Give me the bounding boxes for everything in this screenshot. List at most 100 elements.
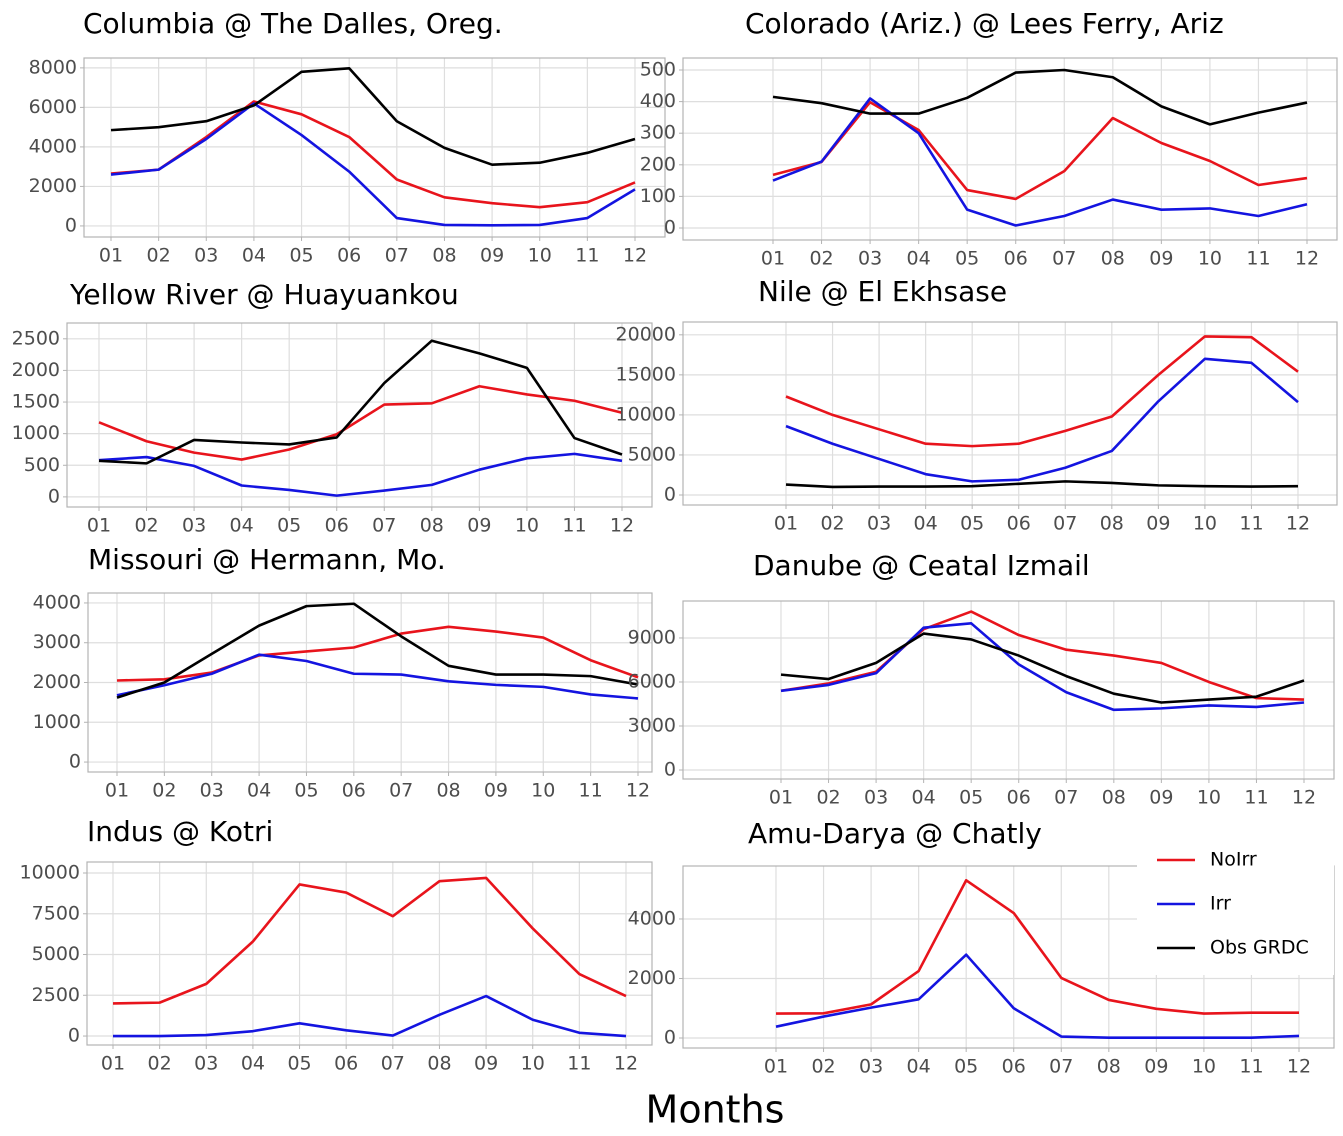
x-tick-label: 03: [194, 245, 218, 267]
series-line: [98, 339, 623, 465]
series-line: [780, 621, 1305, 712]
x-tick-label: 03: [859, 1056, 883, 1078]
y-tick-label: 2000: [12, 359, 60, 381]
chart-title: Amu-Darya @ Chatly: [748, 817, 1042, 850]
x-tick-label: 04: [242, 245, 266, 267]
x-tick-label: 05: [287, 1053, 311, 1075]
x-tick-label: 08: [432, 245, 456, 267]
series-line: [116, 653, 639, 700]
y-tick-label: 3000: [628, 714, 676, 736]
x-tick-label: 10: [1197, 787, 1221, 809]
x-tick-label: 08: [1101, 248, 1125, 270]
y-tick-label: 5000: [32, 943, 80, 965]
x-tick-label: 01: [99, 245, 123, 267]
series-line: [772, 97, 1308, 227]
x-tick-label: 08: [420, 515, 444, 537]
x-tick-label: 09: [484, 780, 508, 802]
y-tick-label: 10000: [20, 862, 80, 884]
x-tick-label: 11: [1246, 248, 1270, 270]
x-tick-label: 02: [809, 248, 833, 270]
y-tick-label: 1500: [12, 391, 60, 413]
x-tick-label: 03: [867, 513, 891, 535]
y-tick-label: 0: [65, 214, 77, 236]
x-tick-label: 01: [774, 513, 798, 535]
x-tick-label: 12: [1287, 1056, 1311, 1078]
x-tick-label: 12: [623, 245, 647, 267]
y-tick-label: 200: [640, 153, 676, 175]
x-tick-label: 03: [200, 780, 224, 802]
panel-border: [66, 322, 653, 508]
y-tick-label: 20000: [616, 323, 676, 345]
x-tick-label: 11: [1239, 1056, 1263, 1078]
x-tick-label: 04: [230, 515, 254, 537]
chart-title: Yellow River @ Huayuankou: [69, 278, 459, 311]
series-line: [116, 625, 639, 682]
y-tick-label: 0: [664, 216, 676, 238]
x-tick-label: 07: [381, 1053, 405, 1075]
y-tick-label: 2500: [32, 984, 80, 1006]
x-axis-title: Months: [646, 1088, 785, 1132]
x-tick-label: 02: [148, 1053, 172, 1075]
x-tick-label: 10: [521, 1053, 545, 1075]
x-tick-label: 06: [1007, 787, 1031, 809]
y-tick-label: 0: [664, 483, 676, 505]
x-tick-label: 03: [864, 787, 888, 809]
x-tick-label: 08: [427, 1053, 451, 1075]
y-tick-label: 2000: [628, 967, 676, 989]
x-tick-label: 11: [562, 515, 586, 537]
series-line: [116, 602, 639, 699]
x-tick-label: 04: [241, 1053, 265, 1075]
x-tick-label: 04: [247, 780, 271, 802]
x-tick-label: 06: [342, 780, 366, 802]
y-tick-label: 4000: [29, 135, 77, 157]
y-tick-label: 2000: [29, 175, 77, 197]
x-tick-label: 12: [1295, 248, 1319, 270]
y-tick-label: 100: [640, 185, 676, 207]
series-line: [110, 100, 636, 209]
x-tick-label: 09: [1149, 248, 1173, 270]
series-line: [110, 66, 636, 166]
x-tick-label: 12: [1286, 513, 1310, 535]
y-tick-label: 500: [24, 454, 60, 476]
x-tick-label: 09: [1149, 787, 1173, 809]
x-tick-label: 04: [907, 1056, 931, 1078]
x-tick-label: 05: [277, 515, 301, 537]
x-tick-label: 08: [1097, 1056, 1121, 1078]
x-tick-label: 01: [764, 1056, 788, 1078]
x-tick-label: 09: [1146, 513, 1170, 535]
x-tick-label: 06: [334, 1053, 358, 1075]
x-tick-label: 05: [955, 248, 979, 270]
x-tick-label: 07: [1053, 513, 1077, 535]
x-tick-label: 04: [914, 513, 938, 535]
panel-border: [83, 57, 666, 238]
y-tick-label: 9000: [628, 626, 676, 648]
y-tick-label: 2500: [12, 327, 60, 349]
y-tick-label: 8000: [29, 56, 77, 78]
series-line: [780, 610, 1305, 701]
x-tick-label: 01: [105, 780, 129, 802]
chart-title: Missouri @ Hermann, Mo.: [88, 543, 446, 576]
x-tick-label: 07: [1054, 787, 1078, 809]
y-tick-label: 0: [48, 485, 60, 507]
panel-border: [87, 592, 653, 773]
x-tick-label: 07: [385, 245, 409, 267]
series-line: [112, 876, 627, 1005]
x-tick-label: 05: [959, 787, 983, 809]
y-tick-label: 400: [640, 90, 676, 112]
x-tick-label: 12: [626, 780, 650, 802]
y-tick-label: 3000: [33, 631, 81, 653]
x-tick-label: 12: [610, 515, 634, 537]
panel-border: [682, 600, 1335, 780]
x-tick-label: 07: [372, 515, 396, 537]
x-tick-label: 08: [1100, 513, 1124, 535]
x-tick-label: 02: [134, 515, 158, 537]
x-tick-label: 10: [1198, 248, 1222, 270]
series-line: [775, 953, 1300, 1039]
x-tick-label: 10: [515, 515, 539, 537]
x-tick-label: 02: [147, 245, 171, 267]
x-tick-label: 02: [816, 787, 840, 809]
chart-title: Indus @ Kotri: [87, 815, 273, 848]
x-tick-label: 11: [1244, 787, 1268, 809]
x-tick-label: 08: [436, 780, 460, 802]
